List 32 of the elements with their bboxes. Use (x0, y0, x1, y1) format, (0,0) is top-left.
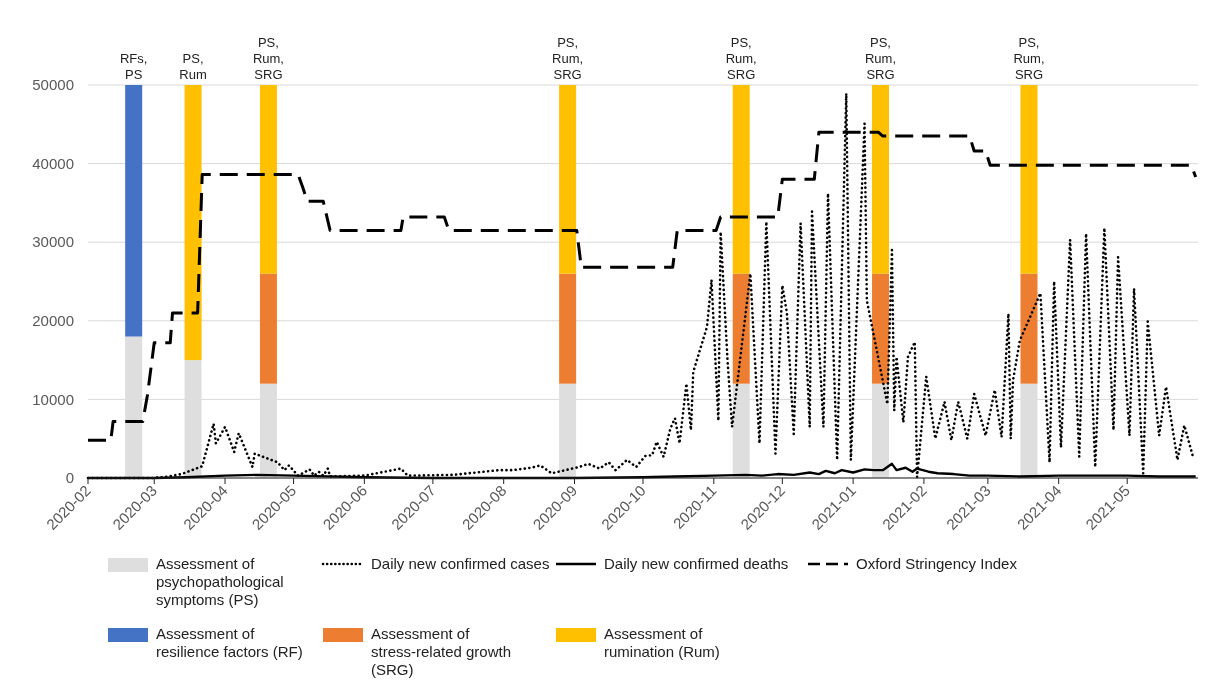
y-tick-label: 20000 (32, 312, 74, 330)
bar (559, 85, 577, 274)
bar (872, 85, 890, 274)
bar (1020, 85, 1038, 274)
bar (1020, 273, 1038, 384)
y-tick-label: 30000 (32, 233, 74, 251)
annotation: PS, Rum, SRG (865, 35, 897, 82)
annotation: PS, Rum, SRG (725, 35, 757, 82)
bar (732, 273, 750, 384)
bar (872, 273, 890, 384)
y-tick-label: 40000 (32, 154, 74, 172)
bar (559, 273, 577, 384)
bar (259, 85, 277, 274)
bar (184, 85, 202, 361)
bar (125, 85, 143, 337)
annotation: PS, Rum (179, 51, 207, 82)
legend-label: Daily new confirmed deaths (604, 555, 789, 572)
legend-label: Oxford Stringency Index (856, 555, 1018, 572)
annotation: PS, Rum, SRG (1013, 35, 1045, 82)
y-tick-label: 0 (65, 469, 74, 487)
annotation: PS, Rum, SRG (252, 35, 284, 82)
legend-label: Assessment of rumination (Rum) (604, 625, 720, 660)
y-tick-label: 50000 (32, 76, 74, 94)
bar (259, 273, 277, 384)
annotation: PS, Rum, SRG (552, 35, 584, 82)
annotation: RFs, PS (119, 51, 148, 82)
legend-label: Assessment of psychopathological symptoms (PS) (156, 555, 284, 608)
legend-label: Assessment of resilience factors (RF) (156, 625, 303, 660)
legend-label: Daily new confirmed cases (371, 555, 550, 572)
y-tick-label: 10000 (32, 390, 74, 408)
legend-label: Assessment of stress-related growth (SRG) (371, 625, 512, 678)
bar (732, 85, 750, 274)
